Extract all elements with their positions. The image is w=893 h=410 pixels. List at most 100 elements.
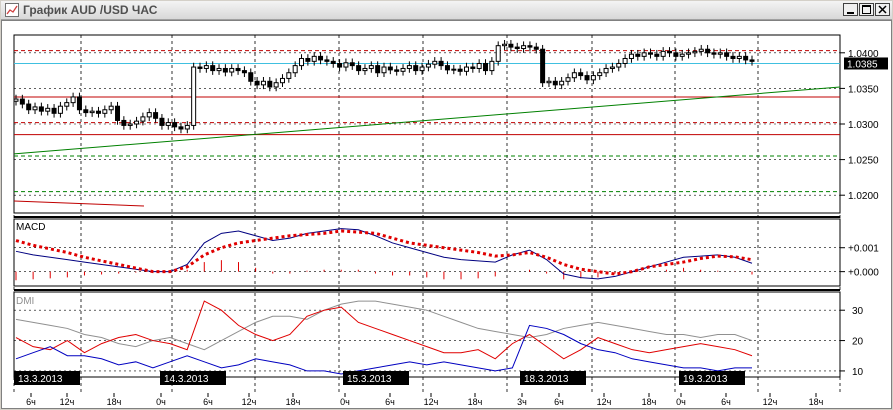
candle-body	[540, 48, 546, 84]
candle-body	[191, 66, 197, 126]
hour-label: 6ч	[385, 397, 395, 407]
candle-body	[483, 62, 489, 72]
dmi-minus-di-line	[15, 324, 752, 375]
candle-body	[609, 66, 615, 69]
candle-body	[178, 126, 184, 130]
candle-body	[146, 112, 152, 118]
window-title: График AUD /USD ЧАС	[23, 3, 158, 17]
close-icon	[878, 5, 887, 14]
dmi-panel-frame	[13, 291, 841, 378]
candle-body	[476, 62, 482, 69]
chart-area[interactable]: 1.0400 1.0350 1.0300 1.0250 1.0200 1.0385 +0.0…	[1, 20, 892, 409]
candle-body	[311, 55, 317, 62]
candle-body	[343, 62, 349, 68]
hour-label: 18ч	[107, 397, 122, 407]
candle-body	[368, 65, 374, 69]
trend-line	[13, 86, 841, 155]
candle-body	[134, 120, 140, 125]
chart-canvas[interactable]: 1.0400 1.0350 1.0300 1.0250 1.0200 1.0385 +0.0…	[2, 21, 891, 408]
date-label-box	[343, 371, 409, 385]
candle-body	[349, 62, 355, 67]
candle-body	[495, 45, 501, 62]
candle-body	[387, 66, 393, 71]
candle-body	[419, 66, 425, 72]
candle-body	[425, 63, 431, 68]
current-price-label: 1.0385	[847, 59, 878, 70]
candle-body	[273, 82, 279, 88]
candle-body	[51, 107, 57, 114]
candle-body	[140, 116, 146, 122]
hour-label: 18ч	[809, 397, 824, 407]
candle-body	[628, 53, 634, 59]
hour-label: 0ч	[156, 397, 166, 407]
red-trend-segment	[13, 200, 145, 207]
dmi-tick-label: 30	[852, 306, 864, 317]
title-bar[interactable]: График AUD /USD ЧАС	[1, 1, 892, 20]
candle-body	[489, 60, 495, 72]
date-label: 13.3.2013	[18, 374, 63, 385]
restore-button[interactable]	[859, 3, 874, 16]
candle-body	[324, 59, 330, 62]
hour-label: 12ч	[763, 397, 778, 407]
candle-body	[679, 53, 685, 57]
candle-body	[165, 122, 171, 126]
candle-body	[470, 66, 476, 69]
candle-body	[565, 77, 571, 82]
hour-label: 12ч	[242, 397, 257, 407]
date-label-box	[679, 371, 745, 385]
date-label: 15.3.2013	[347, 374, 392, 385]
dmi-tick-label: 10	[852, 367, 864, 378]
candle-body	[749, 59, 755, 62]
date-label: 14.3.2013	[164, 374, 209, 385]
candle-body	[267, 80, 273, 88]
candle-body	[89, 110, 95, 114]
candle-body	[248, 72, 254, 82]
hour-label: 18ч	[286, 397, 301, 407]
macd-label: MACD	[16, 222, 45, 233]
candle-body	[667, 50, 673, 54]
candle-body	[216, 67, 222, 72]
hour-label: 0ч	[676, 397, 686, 407]
candle-body	[330, 60, 336, 64]
candle-body	[254, 80, 260, 86]
hour-label: 3ч	[517, 397, 527, 407]
candle-body	[705, 48, 711, 54]
candle-body	[299, 57, 305, 67]
chart-icon	[5, 3, 19, 17]
candle-body	[698, 48, 704, 52]
candle-body	[743, 55, 749, 61]
candle-body	[45, 107, 51, 112]
hour-label: 12ч	[60, 397, 75, 407]
candle-body	[197, 66, 203, 69]
dmi-tick-label: 20	[852, 337, 864, 348]
date-label-box	[14, 371, 80, 385]
candle-body	[603, 67, 609, 74]
date-label: 19.3.2013	[683, 374, 728, 385]
candle-body	[394, 69, 400, 72]
dmi-label: DMI	[16, 296, 34, 307]
candle-body	[279, 77, 285, 84]
candle-body	[571, 72, 577, 79]
candle-body	[229, 67, 235, 73]
minimize-button[interactable]	[843, 3, 858, 16]
candle-body	[318, 55, 324, 61]
candle-body	[26, 103, 32, 111]
candle-body	[400, 67, 406, 72]
macd-tick-label: +0.001	[848, 244, 879, 255]
candle-body	[337, 62, 343, 68]
candle-body	[305, 57, 311, 62]
price-tick-label: 1.0250	[848, 156, 879, 167]
candle-body	[210, 65, 216, 72]
candle-body	[127, 123, 133, 126]
candle-body	[521, 45, 527, 50]
candle-body	[70, 96, 76, 104]
candle-body	[654, 53, 660, 57]
candle-body	[673, 52, 679, 57]
candle-body	[692, 50, 698, 54]
candle-body	[444, 65, 450, 71]
candle-body	[83, 109, 89, 114]
close-button[interactable]	[875, 3, 890, 16]
candle-body	[660, 50, 666, 57]
price-tick-label: 1.0350	[848, 84, 879, 95]
